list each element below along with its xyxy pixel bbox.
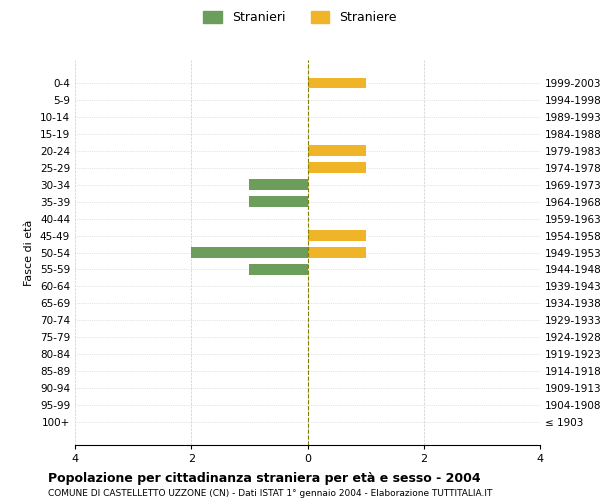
Bar xyxy=(308,146,365,156)
Bar xyxy=(250,264,308,274)
Bar xyxy=(308,162,365,172)
Bar xyxy=(308,78,365,88)
Bar xyxy=(191,248,308,258)
Y-axis label: Fasce di età: Fasce di età xyxy=(25,220,34,286)
Bar xyxy=(250,180,308,190)
Text: Popolazione per cittadinanza straniera per età e sesso - 2004: Popolazione per cittadinanza straniera p… xyxy=(48,472,481,485)
Bar xyxy=(308,230,365,240)
Legend: Stranieri, Straniere: Stranieri, Straniere xyxy=(198,6,402,29)
Bar xyxy=(308,248,365,258)
Bar xyxy=(250,196,308,206)
Text: COMUNE DI CASTELLETTO UZZONE (CN) - Dati ISTAT 1° gennaio 2004 - Elaborazione TU: COMUNE DI CASTELLETTO UZZONE (CN) - Dati… xyxy=(48,488,493,498)
